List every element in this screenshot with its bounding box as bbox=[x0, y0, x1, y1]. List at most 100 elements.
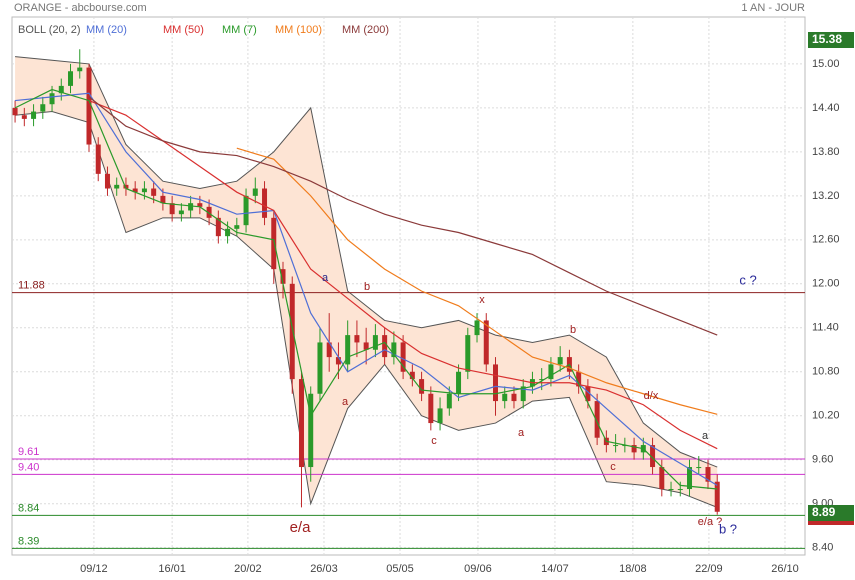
wave-annotation: c ? bbox=[739, 272, 756, 287]
ma-line bbox=[88, 96, 718, 336]
x-tick-label: 18/08 bbox=[619, 563, 647, 575]
level-label: 9.61 bbox=[18, 446, 39, 458]
candle-body bbox=[234, 225, 240, 229]
y-tick-label: 8.40 bbox=[812, 542, 833, 554]
candle-body bbox=[363, 342, 369, 350]
candle-body bbox=[687, 467, 693, 490]
candle-body bbox=[650, 445, 656, 468]
x-tick-label: 20/02 bbox=[234, 563, 262, 575]
candle-body bbox=[160, 195, 166, 204]
candle-body bbox=[354, 335, 360, 343]
candle-body bbox=[308, 393, 314, 468]
candle-body bbox=[40, 104, 46, 112]
candle-body bbox=[345, 335, 351, 365]
legend-entry: BOLL (20, 2) bbox=[18, 24, 81, 36]
candle-body bbox=[31, 111, 37, 119]
candle-body bbox=[21, 115, 27, 119]
y-tick-label: 9.60 bbox=[812, 454, 833, 466]
candle-body bbox=[400, 342, 406, 372]
candle-body bbox=[548, 364, 554, 380]
y-tick-label: 10.80 bbox=[812, 366, 840, 378]
candle-body bbox=[178, 210, 184, 215]
legend-entry: MM (50) bbox=[163, 24, 204, 36]
candle-body bbox=[714, 481, 720, 512]
x-tick-label: 22/09 bbox=[695, 563, 723, 575]
candle-body bbox=[95, 144, 101, 174]
candle-body bbox=[539, 379, 545, 381]
bollinger-fill bbox=[15, 56, 718, 508]
candle-body bbox=[419, 379, 425, 394]
x-tick-label: 26/03 bbox=[310, 563, 338, 575]
candle-body bbox=[169, 203, 175, 215]
candle-body bbox=[705, 467, 711, 482]
candle-body bbox=[696, 467, 702, 469]
last-box bbox=[808, 505, 854, 521]
wave-annotation: e/a ? bbox=[698, 516, 722, 528]
wave-annotation: a bbox=[702, 430, 709, 442]
wave-annotation: a bbox=[322, 272, 329, 284]
y-tick-label: 11.40 bbox=[812, 322, 839, 334]
candle-body bbox=[114, 184, 120, 189]
x-tick-label: 09/06 bbox=[464, 563, 492, 575]
y-tick-label: 12.60 bbox=[812, 234, 840, 246]
wave-annotation: a bbox=[518, 427, 525, 439]
ma-line bbox=[236, 147, 718, 415]
plot-layer: 8.409.009.6010.2010.8011.4012.0012.6013.… bbox=[12, 17, 854, 575]
ma-line bbox=[88, 100, 718, 450]
candle-body bbox=[262, 188, 268, 218]
candle-body bbox=[409, 371, 415, 380]
candle-body bbox=[289, 283, 295, 380]
candle-body bbox=[77, 67, 83, 72]
wave-annotation: b ? bbox=[719, 521, 737, 536]
candle-body bbox=[677, 489, 683, 491]
candle-body bbox=[557, 357, 563, 365]
y-tick-label: 10.20 bbox=[812, 410, 840, 422]
ma-line bbox=[15, 92, 718, 486]
candle-body bbox=[197, 203, 203, 207]
candle-body bbox=[668, 489, 674, 491]
candle-body bbox=[58, 85, 64, 94]
candle-body bbox=[271, 217, 277, 270]
candle-body bbox=[12, 107, 18, 116]
wave-annotation: c bbox=[431, 435, 437, 447]
ma-line bbox=[14, 88, 718, 490]
candle-body bbox=[104, 173, 110, 189]
candle-body bbox=[659, 467, 665, 490]
candle-body bbox=[317, 342, 323, 394]
wave-annotation: a bbox=[342, 396, 349, 408]
candle-body bbox=[68, 71, 74, 86]
candle-body bbox=[141, 188, 147, 193]
y-tick-label: 13.80 bbox=[812, 146, 840, 158]
candle-body bbox=[335, 357, 341, 365]
legend-entry: MM (20) bbox=[86, 24, 127, 36]
high-price: 15.38 bbox=[812, 32, 842, 46]
candle-body bbox=[631, 445, 637, 453]
candle-body bbox=[243, 195, 249, 226]
legend-entry: MM (100) bbox=[275, 24, 322, 36]
y-tick-label: 12.00 bbox=[812, 278, 840, 290]
candle-body bbox=[215, 217, 221, 237]
candle-body bbox=[446, 393, 452, 409]
legend-entry: MM (200) bbox=[342, 24, 389, 36]
bollinger-upper bbox=[15, 56, 718, 468]
candle-body bbox=[511, 393, 517, 402]
candle-body bbox=[594, 401, 600, 438]
candle-body bbox=[372, 335, 378, 350]
wave-annotation: b bbox=[364, 281, 370, 293]
y-tick-label: 13.20 bbox=[812, 190, 840, 202]
y-tick-label: 14.40 bbox=[812, 102, 840, 114]
candle-body bbox=[456, 371, 462, 394]
candle-body bbox=[492, 364, 498, 402]
bollinger-lower bbox=[15, 111, 718, 508]
candle-body bbox=[188, 203, 194, 211]
y-tick-label: 15.00 bbox=[812, 58, 840, 70]
wave-annotation: e/a bbox=[290, 519, 312, 536]
candle-body bbox=[252, 188, 258, 196]
last-price: 8.89 bbox=[812, 505, 836, 519]
wave-annotation: x bbox=[479, 294, 485, 306]
x-tick-label: 16/01 bbox=[158, 563, 186, 575]
candle-body bbox=[123, 184, 129, 189]
x-tick-label: 05/05 bbox=[386, 563, 414, 575]
wave-annotation: d/x bbox=[644, 390, 659, 402]
